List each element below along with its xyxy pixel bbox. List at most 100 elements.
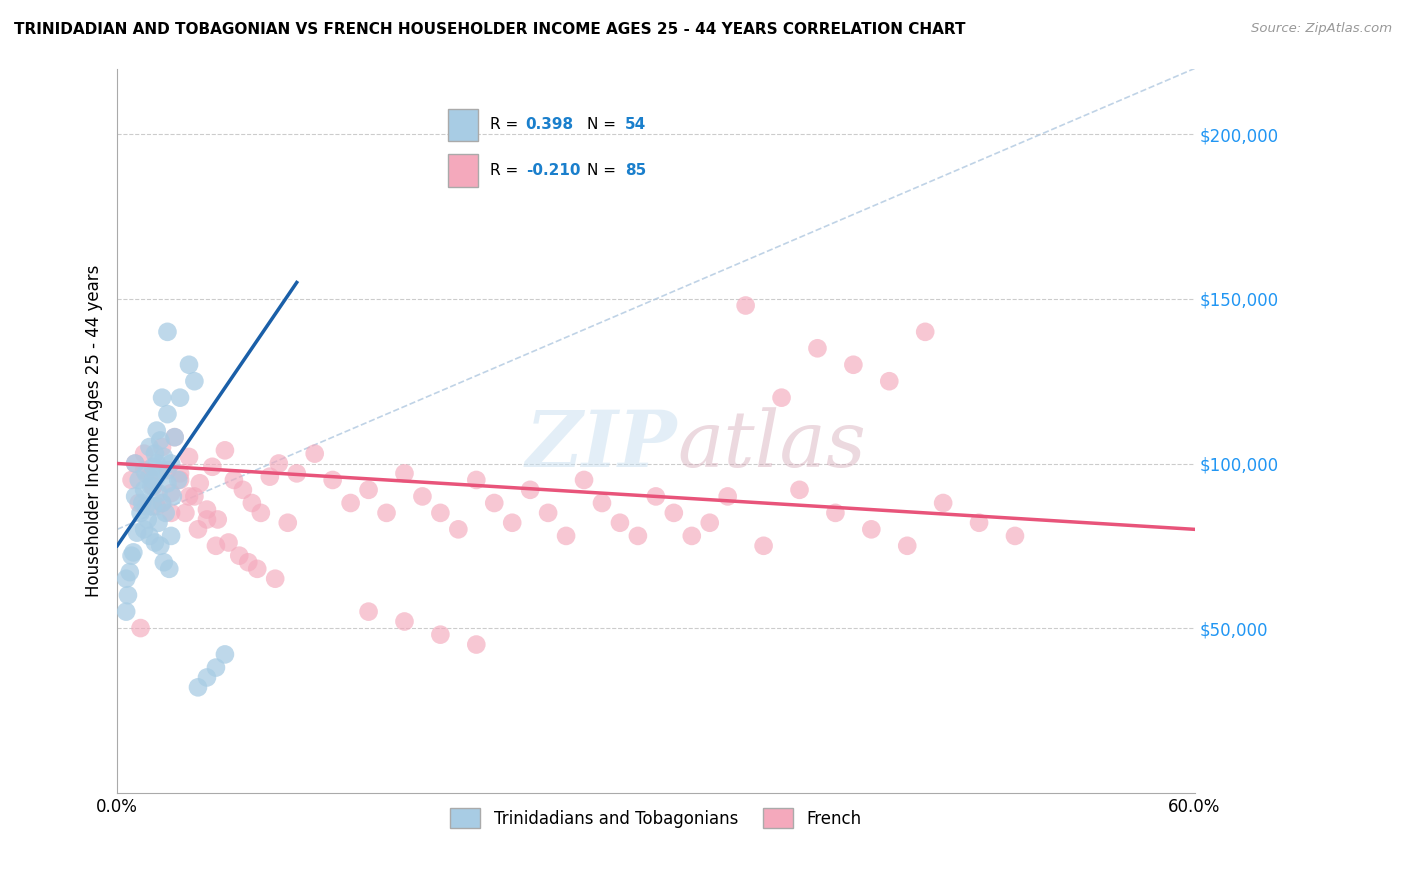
Point <box>134 463 156 477</box>
Point <box>232 483 254 497</box>
Point <box>124 457 146 471</box>
Point <box>128 473 150 487</box>
Point <box>465 638 488 652</box>
Point <box>806 341 828 355</box>
Point <box>394 615 416 629</box>
Point <box>465 473 488 487</box>
Point <box>162 490 184 504</box>
Point <box>163 430 186 444</box>
Point <box>240 496 263 510</box>
Point <box>163 430 186 444</box>
Text: atlas: atlas <box>678 407 866 483</box>
Point <box>555 529 578 543</box>
Point <box>141 479 163 493</box>
Point <box>169 473 191 487</box>
Point <box>205 660 228 674</box>
Point <box>150 463 173 477</box>
Point <box>339 496 361 510</box>
Point <box>195 670 218 684</box>
Point <box>135 467 157 481</box>
Point <box>429 628 451 642</box>
Point <box>842 358 865 372</box>
Point <box>150 496 173 510</box>
Point <box>205 539 228 553</box>
Point <box>134 447 156 461</box>
Point <box>228 549 250 563</box>
Point <box>322 473 344 487</box>
Point <box>138 469 160 483</box>
Point <box>357 605 380 619</box>
Point <box>124 490 146 504</box>
Point <box>429 506 451 520</box>
Point <box>214 648 236 662</box>
Point <box>264 572 287 586</box>
Point <box>136 512 159 526</box>
Point <box>169 467 191 481</box>
Point <box>411 490 433 504</box>
Point <box>277 516 299 530</box>
Point <box>160 506 183 520</box>
Point <box>195 512 218 526</box>
Point <box>145 457 167 471</box>
Point <box>238 555 260 569</box>
Point <box>484 496 506 510</box>
Point <box>150 496 173 510</box>
Point <box>124 457 146 471</box>
Point <box>156 476 179 491</box>
Point <box>394 467 416 481</box>
Point <box>156 463 179 477</box>
Point <box>157 562 180 576</box>
Point <box>121 473 143 487</box>
Point <box>285 467 308 481</box>
Point <box>167 473 190 487</box>
Point <box>160 486 183 500</box>
Point <box>222 473 245 487</box>
Point <box>627 529 650 543</box>
Point <box>824 506 846 520</box>
Point <box>267 457 290 471</box>
Point <box>142 479 165 493</box>
Point <box>877 374 900 388</box>
Point <box>153 450 176 464</box>
Point <box>609 516 631 530</box>
Point <box>591 496 613 510</box>
Point <box>150 391 173 405</box>
Point <box>169 391 191 405</box>
Point <box>717 490 740 504</box>
Point <box>177 490 200 504</box>
Y-axis label: Householder Income Ages 25 - 44 years: Householder Income Ages 25 - 44 years <box>86 264 103 597</box>
Point <box>699 516 721 530</box>
Text: TRINIDADIAN AND TOBAGONIAN VS FRENCH HOUSEHOLDER INCOME AGES 25 - 44 YEARS CORRE: TRINIDADIAN AND TOBAGONIAN VS FRENCH HOU… <box>14 22 966 37</box>
Point <box>121 549 143 563</box>
Point <box>131 496 153 510</box>
Point <box>183 490 205 504</box>
Point <box>129 506 152 520</box>
Point <box>188 476 211 491</box>
Point <box>177 450 200 464</box>
Point <box>134 522 156 536</box>
Point <box>246 562 269 576</box>
Point <box>128 496 150 510</box>
Point <box>1004 529 1026 543</box>
Point <box>122 545 145 559</box>
Point <box>501 516 523 530</box>
Point <box>115 605 138 619</box>
Point <box>662 506 685 520</box>
Point <box>142 459 165 474</box>
Point <box>142 500 165 514</box>
Point <box>896 539 918 553</box>
Point <box>142 479 165 493</box>
Point <box>138 529 160 543</box>
Legend: Trinidadians and Tobagonians, French: Trinidadians and Tobagonians, French <box>444 801 868 835</box>
Point <box>357 483 380 497</box>
Point <box>201 459 224 474</box>
Point <box>155 506 177 520</box>
Point <box>644 490 666 504</box>
Point <box>138 440 160 454</box>
Point <box>129 621 152 635</box>
Point <box>148 516 170 530</box>
Point <box>156 325 179 339</box>
Point <box>153 555 176 569</box>
Point <box>187 522 209 536</box>
Point <box>142 473 165 487</box>
